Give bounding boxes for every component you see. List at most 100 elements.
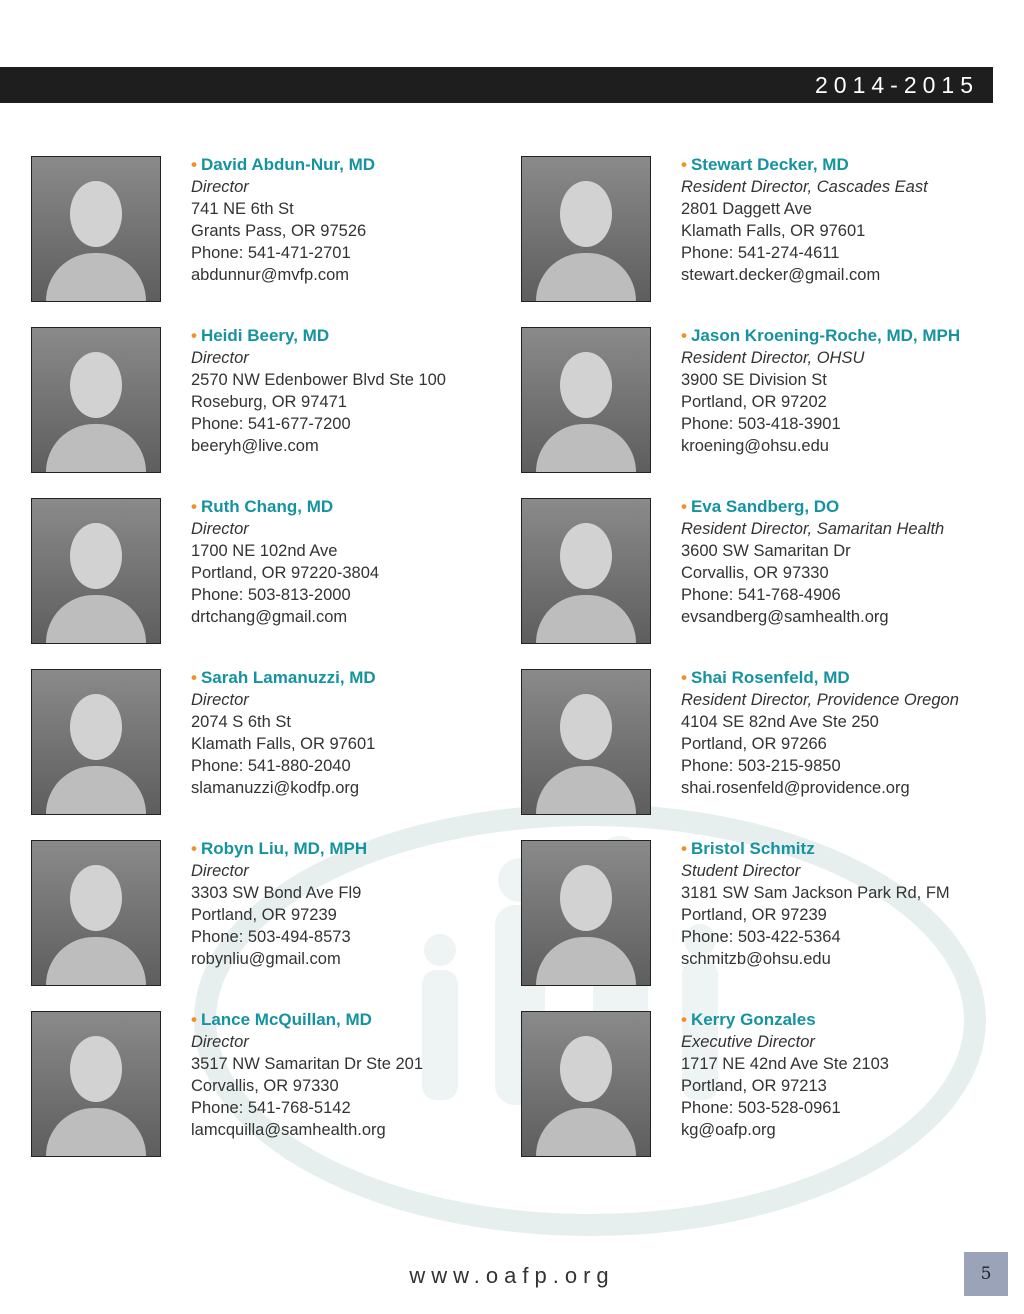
person-role: Resident Director, Cascades East [681, 178, 928, 196]
email-link[interactable]: schmitzb@ohsu.edu [681, 950, 831, 968]
person-role: Resident Director, OHSU [681, 349, 865, 367]
address-line: 2074 S 6th St [191, 713, 291, 731]
address-line: 2570 NW Edenbower Blvd Ste 100 [191, 371, 446, 389]
bullet-icon: • [191, 497, 197, 516]
bullet-icon: • [681, 155, 687, 174]
directory-entry: • Robyn Liu, MD, MPH Director 3303 SW Bon… [31, 839, 511, 990]
city-line: Portland, OR 97202 [681, 393, 827, 411]
bullet-icon: • [191, 155, 197, 174]
directory-entry: • David Abdun-Nur, MD Director 741 NE 6th… [31, 155, 511, 306]
phone-line: Phone: 503-494-8573 [191, 928, 351, 946]
address-line: 3181 SW Sam Jackson Park Rd, FM [681, 884, 950, 902]
person-role: Resident Director, Providence Oregon [681, 691, 959, 709]
phone-line: Phone: 503-422-5364 [681, 928, 841, 946]
email-link[interactable]: drtchang@gmail.com [191, 608, 348, 626]
address-line: 2801 Daggett Ave [681, 200, 812, 218]
city-line: Klamath Falls, OR 97601 [681, 222, 866, 240]
portrait-photo [31, 156, 161, 302]
address-line: 3303 SW Bond Ave Fl9 [191, 884, 362, 902]
address-line: 3600 SW Samaritan Dr [681, 542, 851, 560]
address-line: 3517 NW Samaritan Dr Ste 201 [191, 1055, 424, 1073]
email-link[interactable]: beeryh@live.com [191, 437, 319, 455]
person-role: Director [191, 862, 249, 880]
city-line: Portland, OR 97220-3804 [191, 564, 380, 582]
address-line: 3900 SE Division St [681, 371, 827, 389]
city-line: Portland, OR 97266 [681, 735, 827, 753]
city-line: Roseburg, OR 97471 [191, 393, 347, 411]
phone-line: Phone: 541-677-7200 [191, 415, 351, 433]
email-link[interactable]: kroening@ohsu.edu [681, 437, 829, 455]
email-link[interactable]: evsandberg@samhealth.org [681, 608, 889, 626]
person-role: Director [191, 1033, 249, 1051]
email-link[interactable]: slamanuzzi@kodfp.org [191, 779, 360, 797]
directory-entry: • Eva Sandberg, DO Resident Director, Sam… [521, 497, 1001, 648]
phone-line: Phone: 541-880-2040 [191, 757, 351, 775]
email-link[interactable]: kg@oafp.org [681, 1121, 776, 1139]
person-role: Student Director [681, 862, 801, 880]
phone-line: Phone: 503-813-2000 [191, 586, 351, 604]
email-link[interactable]: lamcquilla@samhealth.org [191, 1121, 386, 1139]
phone-line: Phone: 541-274-4611 [681, 244, 840, 262]
bullet-icon: • [191, 1010, 197, 1029]
phone-line: Phone: 503-528-0961 [681, 1099, 841, 1117]
phone-line: Phone: 503-215-9850 [681, 757, 841, 775]
person-name: • Heidi Beery, MD [191, 326, 330, 345]
person-name: • Shai Rosenfeld, MD [681, 668, 850, 687]
person-name: • Sarah Lamanuzzi, MD [191, 668, 376, 687]
portrait-photo [521, 156, 651, 302]
person-name: • Stewart Decker, MD [681, 155, 849, 174]
city-line: Corvallis, OR 97330 [191, 1077, 339, 1095]
bullet-icon: • [681, 839, 687, 858]
address-line: 4104 SE 82nd Ave Ste 250 [681, 713, 879, 731]
portrait-photo [521, 840, 651, 986]
bullet-icon: • [681, 326, 687, 345]
portrait-photo [31, 1011, 161, 1157]
person-role: Director [191, 349, 249, 367]
address-line: 1717 NE 42nd Ave Ste 2103 [681, 1055, 889, 1073]
directory-entry: • Jason Kroening-Roche, MD, MPH Resident … [521, 326, 1001, 477]
person-name: • David Abdun-Nur, MD [191, 155, 376, 174]
city-line: Portland, OR 97213 [681, 1077, 827, 1095]
email-link[interactable]: abdunnur@mvfp.com [191, 266, 349, 284]
address-line: 741 NE 6th St [191, 200, 294, 218]
header-bar: 2014-2015 [0, 67, 993, 103]
person-name: • Jason Kroening-Roche, MD, MPH [681, 326, 961, 345]
email-link[interactable]: robynliu@gmail.com [191, 950, 341, 968]
city-line: Portland, OR 97239 [681, 906, 827, 924]
phone-line: Phone: 503-418-3901 [681, 415, 841, 433]
bullet-icon: • [681, 497, 687, 516]
bullet-icon: • [681, 668, 687, 687]
portrait-photo [31, 840, 161, 986]
directory-entry: • Sarah Lamanuzzi, MD Director 2074 S 6th… [31, 668, 511, 819]
bullet-icon: • [191, 668, 197, 687]
directory-entry: • Heidi Beery, MD Director 2570 NW Edenbo… [31, 326, 511, 477]
person-name: • Lance McQuillan, MD [191, 1010, 372, 1029]
directory-entry: • Ruth Chang, MD Director 1700 NE 102nd A… [31, 497, 511, 648]
person-role: Director [191, 178, 249, 196]
person-name: • Robyn Liu, MD, MPH [191, 839, 368, 858]
portrait-photo [521, 1011, 651, 1157]
page-number: 5 [964, 1252, 1011, 1299]
bullet-icon: • [681, 1010, 687, 1029]
city-line: Grants Pass, OR 97526 [191, 222, 367, 240]
portrait-photo [521, 327, 651, 473]
city-line: Portland, OR 97239 [191, 906, 337, 924]
phone-line: Phone: 541-768-4906 [681, 586, 841, 604]
portrait-photo [31, 669, 161, 815]
year-label: 2014-2015 [815, 72, 979, 98]
bullet-icon: • [191, 326, 197, 345]
person-name: • Bristol Schmitz [681, 839, 815, 858]
email-link[interactable]: shai.rosenfeld@providence.org [681, 779, 910, 797]
bullet-icon: • [191, 839, 197, 858]
person-role: Director [191, 520, 249, 538]
portrait-photo [31, 327, 161, 473]
portrait-photo [31, 498, 161, 644]
person-name: • Ruth Chang, MD [191, 497, 334, 516]
directory-entry: • Bristol Schmitz Student Director 3181 S… [521, 839, 1001, 990]
address-line: 1700 NE 102nd Ave [191, 542, 338, 560]
email-link[interactable]: stewart.decker@gmail.com [681, 266, 881, 284]
directory-entry: • Stewart Decker, MD Resident Director, C… [521, 155, 1001, 306]
phone-line: Phone: 541-768-5142 [191, 1099, 351, 1117]
portrait-photo [521, 498, 651, 644]
